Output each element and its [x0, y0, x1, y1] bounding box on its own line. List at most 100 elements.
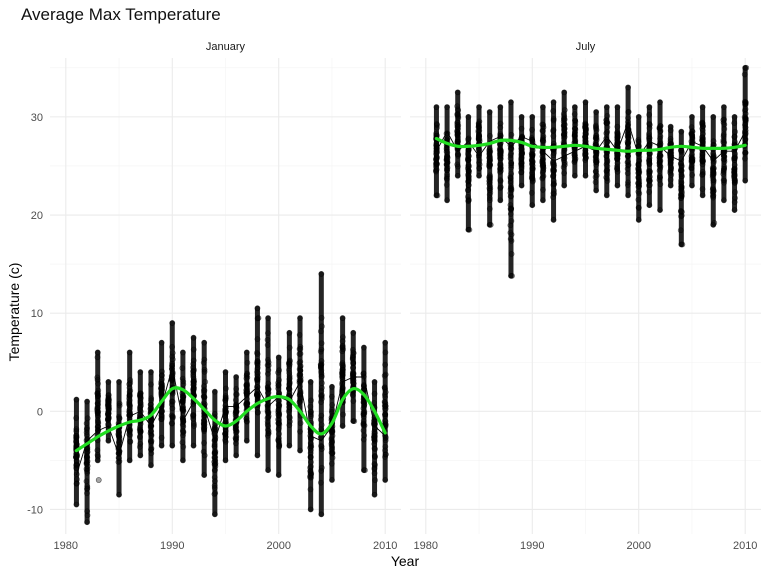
data-point [454, 161, 461, 168]
outlier-point [743, 64, 750, 71]
data-point-layer [72, 64, 750, 526]
data-point [593, 156, 600, 163]
data-point [190, 442, 197, 449]
data-point [211, 511, 218, 518]
data-point [582, 99, 589, 106]
data-point [350, 398, 357, 404]
data-point [382, 371, 389, 378]
data-point [709, 172, 716, 179]
data-point [286, 442, 293, 449]
data-point [572, 129, 578, 136]
data-point [742, 99, 749, 105]
data-point [635, 175, 642, 182]
data-point [540, 160, 546, 167]
data-point [222, 393, 229, 400]
data-point [105, 396, 112, 403]
data-point [190, 368, 197, 374]
outlier-point [487, 221, 494, 228]
data-point [592, 174, 599, 181]
data-point [297, 395, 304, 402]
data-point [507, 236, 514, 242]
data-point [318, 464, 325, 471]
data-point [329, 402, 336, 408]
data-point [179, 365, 186, 371]
data-point [222, 457, 229, 464]
data-point [275, 354, 282, 361]
data-point [137, 369, 144, 375]
data-point [475, 127, 482, 134]
data-point [201, 393, 207, 400]
data-point [592, 168, 599, 175]
data-point [244, 382, 251, 389]
data-point [169, 343, 176, 350]
data-point [168, 398, 175, 405]
data-point [360, 436, 367, 443]
x-axis-title: Year [391, 553, 420, 569]
data-point [180, 443, 187, 450]
data-point [550, 133, 557, 139]
data-point [433, 166, 440, 173]
data-point [201, 426, 208, 433]
data-point [243, 349, 250, 356]
data-point [614, 156, 621, 163]
data-point [212, 490, 219, 496]
data-point [74, 476, 80, 483]
data-point [604, 112, 611, 119]
data-point [561, 120, 568, 127]
data-point [211, 482, 218, 489]
data-point [572, 117, 578, 124]
data-point [254, 409, 261, 416]
data-point [699, 151, 706, 158]
data-point [318, 511, 325, 518]
data-point [667, 162, 674, 168]
data-point [550, 117, 557, 124]
data-point [561, 135, 567, 142]
outlier-point [509, 272, 515, 279]
data-point [382, 349, 389, 356]
data-point [168, 420, 175, 427]
data-point [360, 399, 367, 406]
data-point [699, 136, 705, 143]
data-point [222, 426, 229, 433]
data-point [116, 491, 122, 498]
data-point [593, 187, 600, 194]
data-point [84, 415, 91, 422]
data-point [720, 117, 727, 123]
data-point [508, 99, 514, 106]
data-point [307, 444, 314, 451]
data-point [276, 411, 283, 418]
data-point [297, 420, 304, 427]
data-point [360, 370, 367, 377]
data-point [211, 388, 218, 395]
data-point [307, 403, 314, 410]
data-point [604, 129, 611, 135]
data-point [646, 168, 653, 175]
outlier-point [434, 192, 441, 199]
data-point [254, 305, 261, 312]
data-point [350, 349, 357, 356]
data-point [94, 393, 101, 400]
data-point [243, 371, 250, 378]
data-point [179, 427, 186, 434]
data-point [191, 423, 197, 429]
data-point [116, 431, 122, 438]
data-point [296, 332, 303, 338]
data-point [731, 120, 738, 126]
data-point [94, 407, 101, 414]
data-point [657, 99, 663, 106]
data-point [297, 371, 304, 378]
data-point [158, 379, 165, 385]
data-point [275, 382, 282, 388]
y-tick-label: 0 [37, 406, 43, 418]
data-point [308, 413, 314, 420]
x-tick-label: 1990 [160, 540, 184, 552]
data-point [372, 446, 378, 453]
data-point [339, 423, 346, 429]
data-point [265, 330, 271, 337]
data-point [211, 441, 218, 448]
data-point [233, 374, 240, 380]
data-point [276, 430, 282, 437]
data-point [508, 160, 515, 167]
data-point [688, 165, 695, 172]
